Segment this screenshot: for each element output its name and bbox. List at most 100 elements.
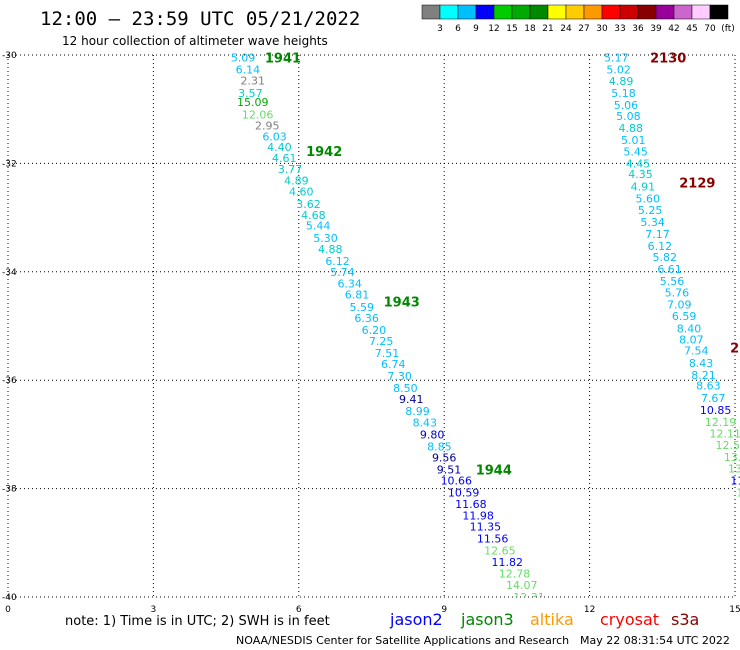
wave-height-value: 8.07: [679, 334, 704, 347]
wave-height-value: 14.07: [506, 579, 538, 592]
wave-height-value: 12.65: [484, 544, 516, 557]
wave-height-value: 6.59: [672, 310, 697, 323]
wave-height-value: 11.98: [462, 510, 494, 523]
legend-label: 21: [542, 24, 553, 34]
wave-height-value: 5.56: [660, 275, 685, 288]
chart-title: 12:00 — 23:59 UTC 05/21/2022: [40, 8, 360, 30]
axis-ticks: 0 3 6 9 12 15-30-32-34-36-38-40: [2, 51, 740, 615]
wave-height-value: 8.99: [405, 405, 430, 418]
wave-height-value: 7.25: [369, 335, 394, 348]
legend-swatch: [511, 4, 531, 20]
wave-height-value: 6.61: [657, 263, 682, 276]
legend-label: 42: [668, 24, 679, 34]
legend-label: 18: [524, 24, 536, 34]
legend-label: (ft): [721, 24, 735, 34]
y-tick-label: -34: [2, 268, 17, 278]
wave-height-value: 8.43: [689, 357, 714, 370]
legend-swatch: [529, 4, 549, 20]
wave-height-value: 4.35: [628, 168, 653, 181]
wave-height-value: 4.60: [289, 186, 314, 199]
wave-height-value: 7.30: [387, 370, 412, 383]
x-tick-label: 6: [296, 605, 302, 615]
pass-time-label: 1942: [306, 145, 342, 160]
wave-height-value: 4.45: [626, 157, 651, 170]
wave-height-value: 10.85: [700, 404, 732, 417]
pass-time-label: 1944: [476, 464, 512, 479]
satellite-name: jason3: [460, 610, 514, 629]
wave-height-value: 5.25: [638, 204, 663, 217]
pass-time-label: 1943: [384, 296, 420, 311]
legend-swatch: [421, 4, 441, 20]
legend-swatch: [583, 4, 603, 20]
wave-height-value: 6.20: [362, 324, 387, 337]
wave-height-value: 4.88: [318, 243, 343, 256]
satellite-name: s3a: [671, 610, 699, 629]
wave-height-value: 8.63: [696, 380, 721, 393]
legend-label: 36: [632, 24, 644, 34]
wave-height-value: 5.09: [231, 52, 256, 65]
chart-subtitle: 12 hour collection of altimeter wave hei…: [62, 34, 328, 48]
legend-swatch: [475, 4, 495, 20]
legend-label: 27: [578, 24, 589, 34]
x-tick-label: 9: [441, 605, 447, 615]
footnote: note: 1) Time is in UTC; 2) SWH is in fe…: [65, 614, 330, 629]
wave-height-value: 11.35: [470, 521, 502, 534]
wave-height-value: 6.12: [325, 255, 350, 268]
legend-label: 9: [473, 24, 479, 34]
wave-height-value: 3.57: [238, 87, 263, 100]
legend-swatch: [601, 4, 621, 20]
wave-height-value: 5.30: [313, 232, 338, 245]
wave-height-value: 11.82: [491, 556, 523, 569]
legend-swatch: [637, 4, 657, 20]
wave-height-value: 5.60: [636, 193, 661, 206]
wave-height-value: 5.08: [616, 110, 641, 123]
wave-height-value: 7.17: [645, 228, 670, 241]
wave-height-value: 1: [736, 486, 740, 499]
wave-height-value: 5.06: [614, 99, 639, 112]
legend-swatch: [691, 4, 711, 20]
wave-height-value: 11: [730, 474, 740, 487]
wave-height-value: 6.12: [648, 240, 673, 253]
legend-label: 15: [506, 24, 517, 34]
x-tick-label: 15: [729, 605, 740, 615]
credit-line: NOAA/NESDIS Center for Satellite Applica…: [236, 634, 569, 647]
pass-time-label: 2130: [650, 52, 686, 67]
wave-height-value: 6.36: [354, 312, 379, 325]
timestamp: May 22 08:31:54 UTC 2022: [580, 634, 730, 647]
wave-height-value: 8.50: [393, 382, 418, 395]
wave-height-value: 12.31: [513, 591, 545, 604]
wave-height-value: 12.78: [499, 568, 531, 581]
legend-label: 70: [704, 24, 716, 34]
wave-height-value: 8.21: [691, 369, 716, 382]
wave-height-value: 5.44: [306, 220, 331, 233]
satellite-name: jason2: [389, 610, 443, 629]
wave-height-value: 12.19: [705, 416, 737, 429]
wave-height-value: 9.56: [432, 452, 457, 465]
legend-swatch: [655, 4, 675, 20]
wave-height-value: 5.01: [621, 134, 646, 147]
wave-height-value: 5.34: [640, 216, 665, 229]
legend-swatch: [673, 4, 693, 20]
legend-swatch: [547, 4, 567, 20]
wave-height-value: 4.91: [631, 181, 656, 194]
pass-time-label: 2: [730, 342, 739, 357]
wave-height-value: 12.06: [242, 109, 274, 122]
wave-height-value: 4.88: [619, 122, 644, 135]
legend-swatch: [457, 4, 477, 20]
satellite-name: cryosat: [600, 610, 659, 629]
wave-height-value: 9.80: [420, 428, 445, 441]
wave-height-value: 3.62: [296, 198, 321, 211]
wave-height-value: 10.59: [448, 486, 480, 499]
wave-height-value: 15.09: [237, 96, 269, 109]
wave-height-value: 7.09: [667, 298, 692, 311]
x-tick-label: 12: [584, 605, 595, 615]
color-legend: 3 6 9 12 15 18 21 24 27 30 33 36 39 42 45 70 (ft): [421, 4, 735, 34]
legend-swatch: [439, 4, 459, 20]
legend-label: 30: [596, 24, 608, 34]
wave-height-value: 11.68: [455, 498, 487, 511]
wave-height-value: 6.14: [236, 64, 261, 77]
legend-label: 39: [650, 24, 662, 34]
wave-height-value: 5.45: [623, 145, 648, 158]
legend-label: 12: [488, 24, 499, 34]
